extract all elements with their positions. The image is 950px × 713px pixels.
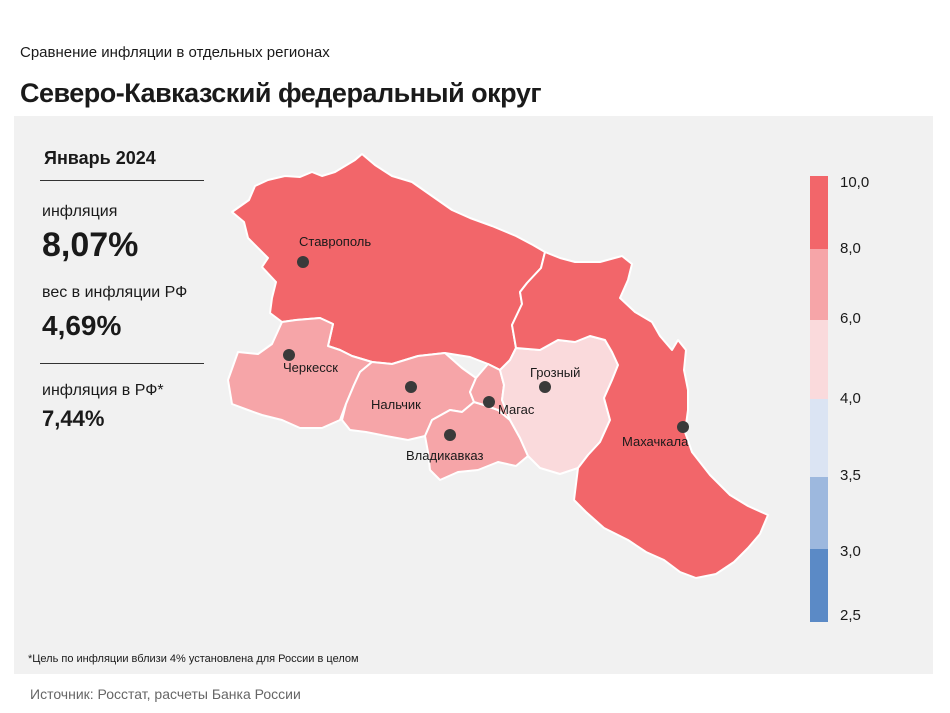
city-label-vladikavkaz: Владикавказ — [406, 448, 484, 463]
legend-band-4 — [810, 477, 828, 549]
supertitle: Сравнение инфляции в отдельных регионах — [20, 44, 330, 61]
weight-value: 4,69% — [42, 310, 122, 341]
legend-band-0 — [810, 176, 828, 249]
legend-color-scale — [810, 176, 828, 622]
city-marker-grozny[interactable] — [539, 381, 551, 393]
inflation-label: инфляция — [42, 203, 118, 220]
region-karachay-cherkessia[interactable] — [227, 317, 373, 429]
city-markers — [283, 256, 689, 441]
city-marker-makhachkala[interactable] — [677, 421, 689, 433]
city-marker-vladikavkaz[interactable] — [444, 429, 456, 441]
rf-inflation-value: 7,44% — [42, 406, 105, 431]
legend-tick-10: 10,0 — [840, 174, 870, 191]
rf-inflation-label: инфляция в РФ* — [42, 382, 164, 399]
city-marker-magas[interactable] — [483, 396, 495, 408]
footnote: *Цель по инфляции вблизи 4% установлена … — [28, 653, 359, 665]
city-marker-nalchik[interactable] — [405, 381, 417, 393]
legend-tick-4: 4,0 — [840, 390, 861, 407]
region-dagestan[interactable] — [511, 251, 769, 579]
city-label-stavropol: Ставрополь — [299, 234, 371, 249]
city-label-cherkessk: Черкесск — [283, 360, 338, 375]
weight-label: вес в инфляции РФ — [42, 284, 188, 301]
legend-band-3 — [810, 399, 828, 477]
page-title: Северо-Кавказский федеральный округ — [20, 78, 542, 108]
city-marker-stavropol[interactable] — [297, 256, 309, 268]
inflation-value: 8,07% — [42, 226, 139, 264]
city-label-grozny: Грозный — [530, 365, 580, 380]
divider-bottom — [40, 363, 204, 364]
legend-band-2 — [810, 320, 828, 399]
period-label: Январь 2024 — [44, 148, 156, 168]
legend-tick-6: 6,0 — [840, 310, 861, 327]
city-marker-cherkessk[interactable] — [283, 349, 295, 361]
city-label-nalchik: Нальчик — [371, 397, 421, 412]
legend-tick-8: 8,0 — [840, 240, 861, 257]
divider-top — [40, 180, 204, 181]
city-label-makhachkala: Махачкала — [622, 434, 689, 449]
legend-band-1 — [810, 249, 828, 320]
city-label-magas: Магас — [498, 402, 535, 417]
legend-tick-3-5: 3,5 — [840, 467, 861, 484]
legend-tick-2-5: 2,5 — [840, 607, 861, 624]
legend-band-5 — [810, 549, 828, 622]
legend-tick-3: 3,0 — [840, 543, 861, 560]
source-note: Источник: Росстат, расчеты Банка России — [30, 686, 301, 702]
